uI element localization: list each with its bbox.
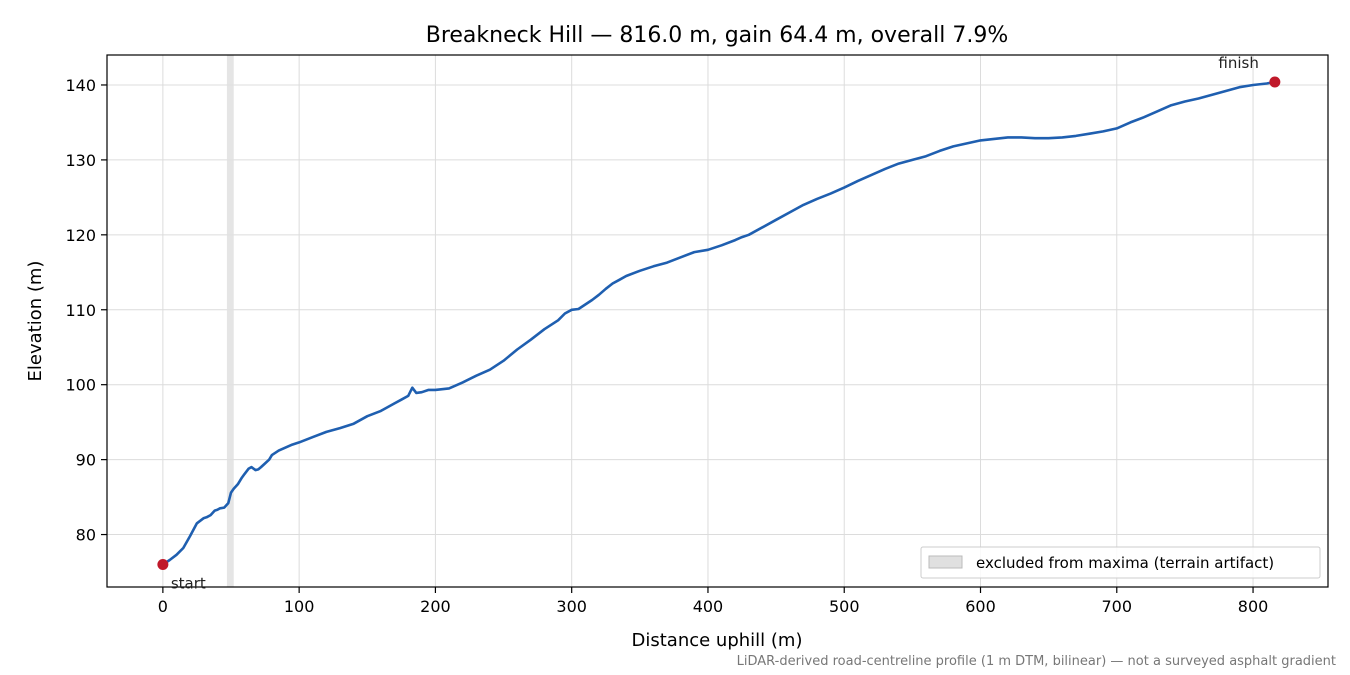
legend: excluded from maxima (terrain artifact) bbox=[920, 546, 1321, 579]
footnote: LiDAR-derived road-centreline profile (1… bbox=[737, 654, 1336, 669]
finish-label: finish bbox=[1218, 54, 1258, 72]
excluded-band bbox=[226, 55, 234, 587]
endpoint-markers: start finish bbox=[157, 54, 1281, 593]
x-tick-label: 700 bbox=[1102, 597, 1133, 616]
x-tick-label: 100 bbox=[284, 597, 315, 616]
legend-swatch-excluded bbox=[928, 555, 963, 569]
x-tick-label: 200 bbox=[420, 597, 451, 616]
y-tick-label: 130 bbox=[65, 151, 96, 170]
y-tick-label: 110 bbox=[65, 301, 96, 320]
y-tick-label: 100 bbox=[65, 376, 96, 395]
y-axis-label: Elevation (m) bbox=[25, 261, 46, 382]
axis-ticks: 0 100 200 300 400 500 600 700 800 80 90 100 110 120 13… bbox=[65, 76, 1268, 616]
elevation-line bbox=[161, 80, 1277, 566]
plot-frame bbox=[106, 54, 1329, 588]
x-tick-label: 0 bbox=[158, 597, 168, 616]
chart-title: Breakneck Hill — 816.0 m, gain 64.4 m, o… bbox=[426, 23, 1009, 48]
x-tick-label: 400 bbox=[693, 597, 724, 616]
start-marker bbox=[157, 559, 169, 571]
y-tick-label: 120 bbox=[65, 226, 96, 245]
legend-label-excluded: excluded from maxima (terrain artifact) bbox=[976, 554, 1274, 572]
excluded-band-layer bbox=[226, 55, 234, 587]
x-tick-label: 600 bbox=[965, 597, 996, 616]
legend-box bbox=[920, 546, 1321, 579]
y-tick-label: 90 bbox=[76, 451, 96, 470]
x-tick-label: 300 bbox=[556, 597, 587, 616]
y-tick-label: 140 bbox=[65, 76, 96, 95]
finish-marker bbox=[1269, 76, 1281, 88]
x-tick-label: 500 bbox=[829, 597, 860, 616]
y-tick-label: 80 bbox=[76, 526, 96, 545]
series-layer bbox=[161, 80, 1277, 566]
x-axis-label: Distance uphill (m) bbox=[632, 630, 803, 651]
gridlines bbox=[107, 55, 1328, 587]
start-label: start bbox=[171, 575, 206, 593]
x-tick-label: 800 bbox=[1238, 597, 1269, 616]
